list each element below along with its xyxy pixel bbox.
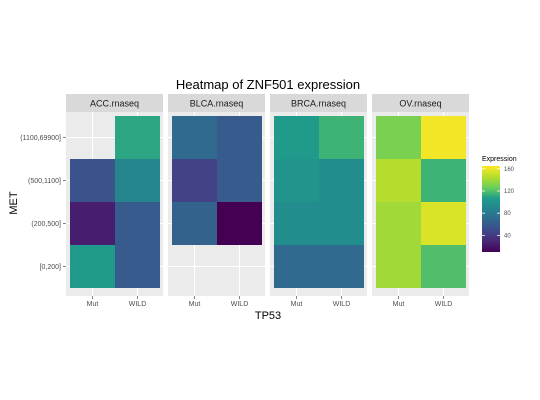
x-axis-label: TP53 — [255, 310, 281, 322]
heatmap-cell — [217, 202, 262, 245]
heatmap-cell — [319, 202, 364, 245]
x-tick-label: WILD — [333, 301, 351, 308]
heatmap-cell — [172, 202, 217, 245]
facet-strip-label: OV.rnaseq — [399, 99, 441, 109]
heatmap-cell — [70, 202, 115, 245]
legend-tick-label: 40 — [504, 233, 511, 239]
legend-title: Expression — [482, 156, 517, 163]
y-tick-label: (1100,69900] — [20, 135, 61, 142]
facet-strip-label: BRCA.rnaseq — [291, 99, 346, 109]
facet-strip-label: BLCA.rnaseq — [190, 99, 244, 109]
y-tick-label: (500,1100] — [28, 178, 61, 185]
y-tick-label: [0,200] — [40, 264, 61, 271]
x-tick-label: Mut — [393, 301, 405, 308]
facet-strip — [270, 94, 367, 112]
legend-tick-label: 120 — [504, 189, 515, 195]
heatmap-cell — [376, 202, 421, 245]
heatmap-cell — [319, 245, 364, 288]
heatmap-cell — [172, 116, 217, 159]
heatmap-cell — [70, 245, 115, 288]
heatmap-cell — [70, 159, 115, 202]
x-tick-label: Mut — [189, 301, 201, 308]
heatmap-cell — [376, 116, 421, 159]
heatmap-cell — [376, 245, 421, 288]
facet-strip-label: ACC.rnaseq — [90, 99, 139, 109]
heatmap-cell — [115, 159, 160, 202]
legend: Expression 40 80 120 160 — [482, 156, 517, 252]
x-tick-label: Mut — [291, 301, 303, 308]
heatmap-cell — [274, 202, 319, 245]
legend-tick-label: 80 — [504, 211, 511, 217]
heatmap-cell — [421, 159, 466, 202]
facet-strip — [372, 94, 469, 112]
facet-acc: ACC.rnaseq Mut WILD — [66, 94, 163, 308]
heatmap-cell — [172, 159, 217, 202]
chart-title: Heatmap of ZNF501 expression — [176, 77, 360, 92]
legend-tick-label: 160 — [504, 167, 515, 173]
x-tick-label: WILD — [129, 301, 147, 308]
heatmap-cell — [274, 116, 319, 159]
legend-colorbar — [482, 166, 500, 252]
heatmap-cell — [421, 245, 466, 288]
y-axis: [0,200] (200,500] (500,1100] (1100,69900] — [20, 135, 66, 271]
heatmap-cell — [115, 116, 160, 159]
y-tick-label: (200,500] — [31, 221, 61, 228]
x-tick-label: Mut — [87, 301, 99, 308]
facet-brca: BRCA.rnaseq Mut WILD — [270, 94, 367, 308]
heatmap-cell — [217, 116, 262, 159]
heatmap-cell — [376, 159, 421, 202]
heatmap-cell — [274, 245, 319, 288]
facet-ov: OV.rnaseq Mut WILD — [372, 94, 469, 308]
facet-strip — [66, 94, 163, 112]
facet-strip — [168, 94, 265, 112]
x-tick-label: WILD — [231, 301, 249, 308]
heatmap-cell — [115, 245, 160, 288]
heatmap-cell — [421, 202, 466, 245]
heatmap-cell — [421, 116, 466, 159]
heatmap-cell — [319, 159, 364, 202]
heatmap-cell — [115, 202, 160, 245]
x-tick-label: WILD — [435, 301, 453, 308]
y-axis-label: MET — [8, 191, 20, 215]
facet-blca: BLCA.rnaseq Mut WILD — [168, 94, 265, 308]
heatmap-cell — [217, 159, 262, 202]
heatmap-cell — [319, 116, 364, 159]
heatmap-cell — [274, 159, 319, 202]
